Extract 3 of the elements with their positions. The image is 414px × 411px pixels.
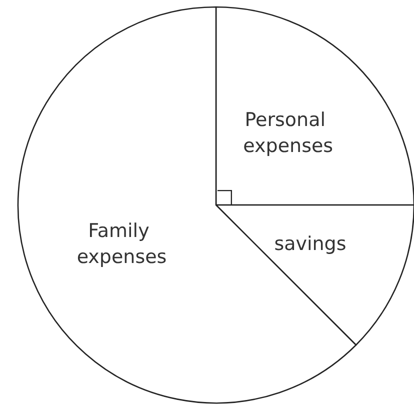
slice-label: savings <box>274 233 346 256</box>
slice-label: Personal expenses <box>243 108 334 157</box>
slice-label: Family expenses <box>76 220 167 268</box>
